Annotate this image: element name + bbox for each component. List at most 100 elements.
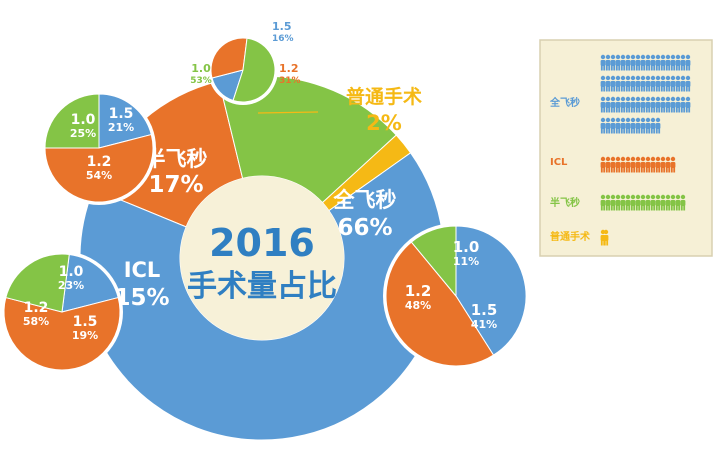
person-icon — [620, 96, 626, 113]
person-icon — [610, 156, 616, 173]
main-label-3: 普通手术 — [346, 85, 422, 108]
pie-value: 58% — [23, 315, 49, 328]
person-icon — [645, 75, 651, 92]
pie-label: 1.0 — [453, 238, 480, 256]
person-icon — [635, 194, 641, 211]
pie-value: 16% — [272, 34, 294, 44]
person-icon — [603, 229, 609, 246]
pie-slice — [410, 225, 457, 298]
pie-半飞秒: 1.521% 1.254% 1.025% — [42, 91, 156, 205]
person-icon — [645, 156, 651, 173]
person-icon — [610, 117, 616, 134]
person-icon — [660, 156, 666, 173]
main-value-0: 66% — [337, 215, 392, 241]
person-icon — [685, 75, 691, 92]
person-icon — [655, 54, 661, 71]
person-icon — [645, 117, 651, 134]
pie-slice — [5, 253, 70, 313]
person-icon — [640, 117, 646, 134]
person-icon — [650, 194, 656, 211]
person-icon — [640, 194, 646, 211]
pie-label: 1.5 — [272, 20, 292, 33]
person-icon — [645, 194, 651, 211]
person-icon — [610, 75, 616, 92]
pie-value: 31% — [279, 76, 301, 86]
person-icon — [660, 75, 666, 92]
pie-ICL: 1.519% 1.258% 1.023% — [1, 251, 123, 373]
pie-value: 21% — [108, 121, 134, 134]
pie-slice — [44, 93, 100, 149]
person-icon — [675, 75, 681, 92]
person-icon — [600, 54, 606, 71]
person-icon — [610, 96, 616, 113]
person-icon — [605, 75, 611, 92]
pie-slice — [3, 296, 121, 371]
person-icon — [680, 75, 686, 92]
person-icon — [610, 54, 616, 71]
person-icon — [620, 156, 626, 173]
person-icon — [655, 194, 661, 211]
person-icon — [625, 96, 631, 113]
pie-slice — [232, 37, 276, 103]
pie-label: 1.2 — [24, 300, 49, 316]
person-icon — [655, 156, 661, 173]
person-icon — [630, 75, 636, 92]
person-icon — [645, 96, 651, 113]
person-icon — [640, 54, 646, 71]
person-icon — [650, 75, 656, 92]
pie-value: 11% — [453, 255, 479, 268]
person-icon — [620, 117, 626, 134]
pie-全飞秒: 1.541% 1.248% 1.011% — [383, 223, 529, 369]
pie-label: 1.2 — [279, 62, 299, 75]
person-icon — [680, 194, 686, 211]
person-icon — [655, 96, 661, 113]
leader-line — [257, 111, 319, 114]
person-icon — [615, 156, 621, 173]
person-icon — [600, 117, 606, 134]
person-icon — [650, 54, 656, 71]
person-icon — [680, 54, 686, 71]
person-icon — [615, 96, 621, 113]
main-label-0: 全飞秒 — [333, 188, 397, 212]
person-icon — [660, 96, 666, 113]
person-icon — [600, 194, 606, 211]
person-icon — [665, 96, 671, 113]
person-icon — [615, 54, 621, 71]
pie-label: 1.2 — [87, 154, 112, 170]
person-icon — [670, 194, 676, 211]
person-icon — [635, 54, 641, 71]
person-icon — [600, 75, 606, 92]
person-icon — [670, 54, 676, 71]
main-value-1: 15% — [114, 285, 169, 311]
main-value-3: 2% — [366, 111, 402, 135]
person-icon — [635, 96, 641, 113]
person-icon — [625, 194, 631, 211]
person-icon — [610, 194, 616, 211]
pie-slice — [210, 37, 248, 79]
person-icon — [665, 156, 671, 173]
main-label-1: ICL — [124, 258, 161, 282]
pie-slice — [98, 93, 152, 149]
person-icon — [675, 194, 681, 211]
person-icon — [615, 194, 621, 211]
pie-label: 1.5 — [109, 106, 134, 122]
person-icon — [660, 54, 666, 71]
person-icon — [665, 75, 671, 92]
legend-label: 全飞秒 — [549, 96, 580, 109]
pie-普通手术: 1.516% 1.231% 1.053% — [190, 20, 301, 105]
person-icon — [630, 54, 636, 71]
person-icon — [605, 96, 611, 113]
pie-slice — [61, 253, 119, 313]
pie-label: 1.2 — [405, 282, 432, 300]
person-icon — [635, 117, 641, 134]
person-icon — [625, 117, 631, 134]
pie-value: 19% — [72, 329, 98, 342]
pie-value: 53% — [190, 76, 212, 86]
legend-label: 普通手术 — [550, 230, 590, 243]
person-icon — [630, 156, 636, 173]
pie-value: 48% — [405, 299, 431, 312]
pie-value: 25% — [70, 127, 96, 140]
